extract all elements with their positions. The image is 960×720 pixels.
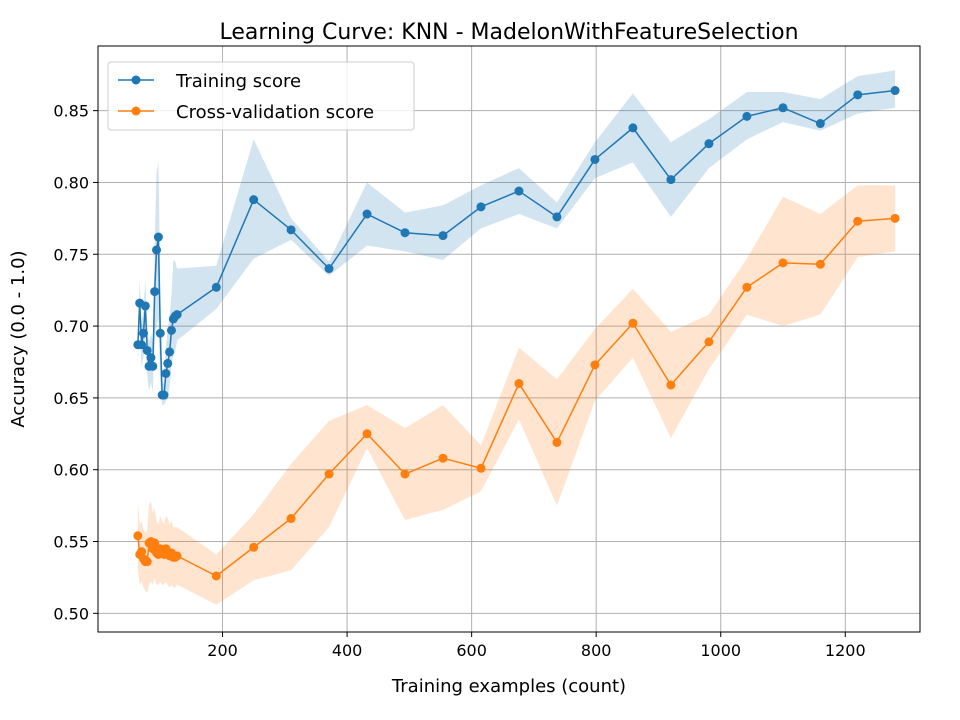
y-tick-label: 0.80 (53, 173, 89, 192)
data-point-cv (142, 557, 152, 567)
y-tick-label: 0.65 (53, 389, 89, 408)
data-point-training (172, 310, 182, 320)
series (133, 86, 900, 581)
data-point-training (249, 195, 259, 205)
data-point-cv (742, 282, 752, 292)
data-point-cv (286, 514, 296, 524)
data-point-training (137, 340, 147, 350)
data-point-cv (150, 538, 160, 548)
data-point-training (142, 345, 152, 355)
data-point-cv (400, 469, 410, 479)
data-point-training (150, 287, 160, 297)
data-point-training (362, 209, 372, 219)
data-point-cv (778, 258, 788, 268)
axis-ticks: 200 400 600 800 1000 1200 0.50 0.55 0.60 0.65 0.70… (53, 102, 865, 660)
x-tick-label: 200 (207, 641, 238, 660)
plot-frame (97, 45, 921, 633)
data-point-training (152, 245, 162, 255)
data-point-cv (211, 571, 221, 581)
y-tick-label: 0.50 (53, 604, 89, 623)
y-tick-label: 0.70 (53, 317, 89, 336)
y-tick-label: 0.85 (53, 102, 89, 121)
data-point-cv (172, 551, 182, 561)
data-point-cv (890, 213, 900, 223)
data-point-cv (476, 463, 486, 473)
chart-title: Learning Curve: KNN - MadelonWithFeature… (219, 20, 798, 45)
data-point-training (148, 361, 158, 371)
data-point-training (742, 111, 752, 121)
x-tick-label: 800 (581, 641, 612, 660)
legend-label-training: Training score (175, 71, 301, 92)
x-tick-label: 1200 (825, 641, 866, 660)
data-point-training (166, 325, 176, 335)
legend-label-cv: Cross-validation score (176, 102, 374, 123)
data-point-training (138, 328, 148, 338)
x-tick-label: 1000 (700, 641, 741, 660)
data-point-training (704, 139, 714, 149)
y-tick-label: 0.60 (53, 461, 89, 480)
data-point-cv (362, 429, 372, 439)
data-point-cv (324, 469, 334, 479)
data-point-training (628, 123, 638, 133)
legend-marker-cv (131, 106, 141, 116)
data-point-training (155, 328, 165, 338)
data-point-cv (815, 259, 825, 269)
data-point-training (146, 353, 156, 363)
data-point-training (165, 347, 175, 357)
x-tick-label: 600 (456, 641, 487, 660)
data-point-training (324, 264, 334, 274)
y-tick-label: 0.55 (53, 533, 89, 552)
data-point-cv (137, 547, 147, 557)
data-point-training (890, 86, 900, 96)
data-point-cv (628, 318, 638, 328)
band-cv (137, 185, 896, 605)
data-point-training (211, 282, 221, 292)
legend: Training score Cross-validation score (107, 61, 415, 131)
data-point-training (476, 202, 486, 212)
y-tick-label: 0.75 (53, 245, 89, 264)
data-point-cv (133, 531, 143, 541)
data-point-training (666, 175, 676, 185)
data-point-cv (514, 379, 524, 389)
data-point-training (286, 225, 296, 235)
data-point-training (552, 212, 562, 222)
data-point-training (438, 231, 448, 241)
x-tick-label: 400 (332, 641, 363, 660)
data-point-training (853, 90, 863, 100)
grid (98, 46, 920, 632)
data-point-cv (249, 542, 259, 552)
data-point-cv (438, 453, 448, 463)
y-axis-label: Accuracy (0.0 - 1.0) (8, 250, 29, 427)
data-point-training (161, 368, 171, 378)
data-point-training (159, 390, 169, 400)
data-point-cv (552, 437, 562, 447)
data-point-training (400, 228, 410, 238)
data-point-training (815, 119, 825, 129)
band-training (137, 70, 896, 406)
data-point-training (140, 301, 150, 311)
data-point-cv (590, 360, 600, 370)
data-point-training (163, 358, 173, 368)
confidence-bands (137, 70, 896, 605)
legend-marker-training (131, 75, 141, 85)
data-point-cv (666, 380, 676, 390)
x-axis-label: Training examples (count) (391, 676, 626, 697)
data-point-cv (853, 216, 863, 226)
data-point-training (778, 103, 788, 113)
data-point-cv (704, 337, 714, 347)
legend-box (107, 61, 415, 131)
data-point-training (590, 154, 600, 164)
data-point-training (153, 232, 163, 242)
data-point-training (514, 186, 524, 196)
